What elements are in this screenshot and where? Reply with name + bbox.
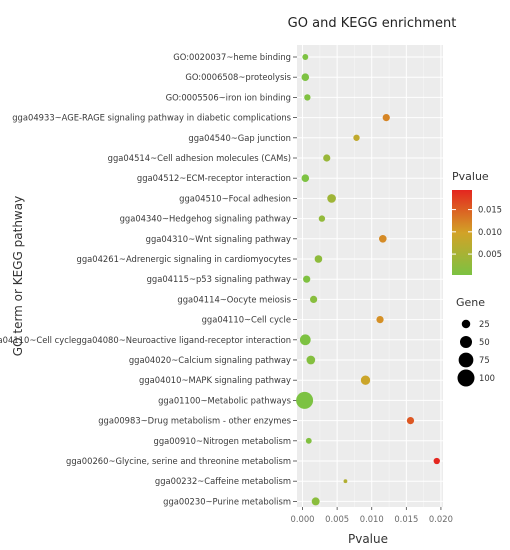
size-legend-label: 25 xyxy=(479,319,490,329)
data-points xyxy=(296,54,440,506)
category-label: gga04310~Wnt signaling pathway xyxy=(146,234,291,244)
category-label: GO:0005506~iron ion binding xyxy=(166,92,291,102)
data-point xyxy=(360,375,371,385)
category-label: gga00983~Drug metabolism - other enzymes xyxy=(98,416,291,426)
category-label: GO:0020037~heme binding xyxy=(173,52,291,62)
category-label: gga04115~p53 signaling pathway xyxy=(147,274,291,284)
size-legend-dot xyxy=(461,319,471,329)
data-point xyxy=(304,94,311,101)
plot-background xyxy=(297,45,443,507)
data-point xyxy=(378,234,387,243)
category-label: gga04110~Cell cyclegga04080~Neuroactive … xyxy=(0,335,291,345)
data-point xyxy=(296,391,314,409)
category-label: gga01100~Metabolic pathways xyxy=(158,395,291,405)
data-point xyxy=(376,315,384,324)
category-label: gga04114~Oocyte meiosis xyxy=(177,294,291,304)
data-point xyxy=(311,497,320,506)
data-point xyxy=(301,73,310,82)
category-label: gga04340~Hedgehog signaling pathway xyxy=(120,214,291,224)
category-label: gga04020~Calcium signaling pathway xyxy=(129,355,291,365)
category-label: gga04540~Gap junction xyxy=(188,133,291,143)
data-point xyxy=(323,154,331,162)
data-point xyxy=(310,295,318,304)
size-legend-dot xyxy=(459,335,473,349)
category-label: GO:0006508~proteolysis xyxy=(185,72,291,82)
category-labels: GO:0020037~heme binding GO:0006508~proteo… xyxy=(0,52,297,506)
category-label: gga00230~Purine metabolism xyxy=(163,496,291,506)
color-legend-bar xyxy=(452,190,472,275)
chart-title: GO and KEGG enrichment xyxy=(288,16,457,31)
x-axis-ticks: 0.000 0.005 0.010 0.015 0.020 xyxy=(291,507,453,524)
category-label: gga00910~Nitrogen metabolism xyxy=(154,436,291,446)
size-legend: 25 50 75 100 xyxy=(457,319,495,387)
x-tick-label: 0.010 xyxy=(360,514,384,524)
size-legend-label: 75 xyxy=(479,355,490,365)
x-tick-label: 0.005 xyxy=(325,514,349,524)
x-tick-label: 0.015 xyxy=(394,514,418,524)
x-tick-label: 0.000 xyxy=(291,514,315,524)
data-point xyxy=(299,334,311,346)
color-legend-ticks: 0.005 0.010 0.015 xyxy=(452,205,502,259)
category-label: gga04933~AGE-RAGE signaling pathway in d… xyxy=(12,113,291,123)
data-point xyxy=(303,275,311,283)
x-axis-title: Pvalue xyxy=(348,532,388,546)
color-legend-title: Pvalue xyxy=(452,170,489,183)
data-point xyxy=(318,215,326,222)
data-point xyxy=(305,437,312,444)
color-legend-label: 0.005 xyxy=(478,249,502,259)
y-axis-title: GO term or KEGG pathway xyxy=(11,196,25,356)
data-point xyxy=(301,174,310,183)
category-label: gga04512~ECM-receptor interaction xyxy=(137,173,291,183)
data-point xyxy=(314,255,323,263)
category-label: gga04261~Adrenergic signaling in cardiom… xyxy=(77,254,291,264)
color-legend-label: 0.010 xyxy=(478,227,502,237)
data-point xyxy=(306,355,316,365)
data-point xyxy=(302,54,309,60)
data-point xyxy=(327,194,336,203)
data-point xyxy=(343,479,348,484)
data-point xyxy=(382,113,390,122)
size-legend-label: 50 xyxy=(479,337,490,347)
size-legend-dot xyxy=(458,352,474,368)
size-legend-title: Gene xyxy=(456,296,485,309)
category-label: gga00260~Glycine, serine and threonine m… xyxy=(66,456,291,466)
data-point xyxy=(406,416,415,425)
size-legend-label: 100 xyxy=(479,373,495,383)
grid xyxy=(297,45,443,507)
color-legend-label: 0.015 xyxy=(478,205,502,215)
x-tick-label: 0.020 xyxy=(429,514,453,524)
size-legend-dot xyxy=(457,369,475,387)
category-label: gga04010~MAPK signaling pathway xyxy=(139,375,291,385)
category-label: gga04514~Cell adhesion molecules (CAMs) xyxy=(108,153,291,163)
category-label: gga04110~Cell cycle xyxy=(202,315,291,325)
data-point xyxy=(433,457,440,465)
category-label: gga04510~Focal adhesion xyxy=(179,193,291,203)
data-point xyxy=(353,134,360,141)
category-label: gga00232~Caffeine metabolism xyxy=(155,476,291,486)
